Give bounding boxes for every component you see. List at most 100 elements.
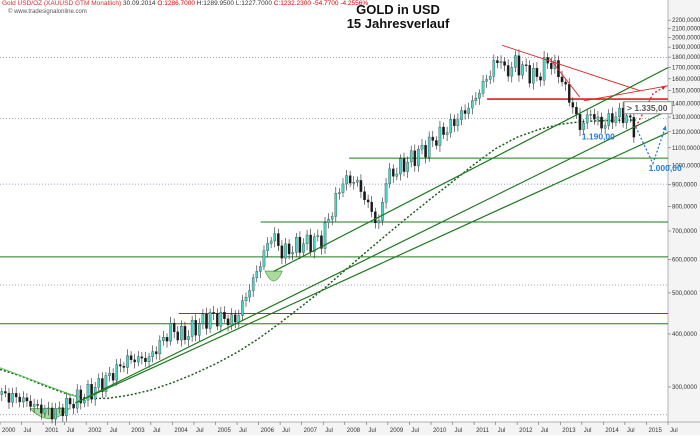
candle-body	[370, 201, 373, 212]
candle-body	[25, 397, 29, 402]
candle-body	[603, 125, 607, 129]
candle-body	[205, 313, 208, 329]
trendline	[75, 109, 669, 404]
x-tick-label: Jul	[325, 428, 333, 434]
candle-body	[248, 290, 251, 298]
y-tick-label: 1900,0000	[672, 45, 700, 51]
candle-body	[18, 396, 22, 403]
candle-body	[496, 60, 499, 64]
y-tick-label: 1500,0000	[672, 89, 700, 95]
candle-body	[190, 320, 194, 337]
high-value: H:1289.9500	[196, 0, 234, 7]
symbol-label: Gold USD/OZ (XAUUSD GTM Monatlich)	[2, 0, 122, 7]
candle-body	[280, 245, 284, 259]
candle-body	[302, 243, 305, 253]
candle-body	[539, 76, 542, 81]
y-tick-label: 1200,0000	[672, 130, 700, 136]
candle-body	[54, 408, 57, 420]
candle-body	[147, 356, 151, 362]
y-tick-label: 800,0000	[672, 204, 698, 210]
y-tick-label: 2000,0000	[672, 36, 700, 42]
x-tick-label: Jul	[541, 428, 549, 434]
x-tick-label: 2005	[217, 428, 231, 434]
x-tick-label: Jul	[455, 428, 463, 434]
candle-body	[312, 236, 316, 253]
x-tick-label: Jul	[24, 428, 32, 434]
close-value: C:1232.2300	[273, 0, 312, 7]
candle-body	[144, 358, 147, 362]
candle-body	[11, 393, 14, 403]
candle-body	[550, 63, 553, 69]
x-tick-label: 2004	[174, 428, 188, 434]
candle-body	[0, 391, 4, 395]
y-tick-label: 1600,0000	[672, 77, 700, 83]
candle-body	[460, 110, 463, 120]
candle-body	[291, 252, 294, 255]
candle-body	[255, 271, 259, 278]
candle-body	[600, 116, 603, 129]
candle-body	[521, 64, 524, 76]
x-tick-label: 2003	[131, 428, 145, 434]
candle-body	[7, 392, 11, 403]
candle-body	[108, 373, 111, 376]
x-tick-label: Jul	[153, 428, 161, 434]
x-tick-label: Jul	[670, 428, 678, 434]
candle-body	[395, 173, 399, 177]
chart-header: Gold USD/OZ (XAUUSD GTM Monatlich) 30.09…	[2, 0, 368, 7]
candle-body	[614, 116, 618, 123]
candle-body	[277, 233, 280, 246]
candle-body	[506, 65, 510, 77]
candle-body	[528, 65, 531, 84]
candle-body	[571, 102, 575, 108]
candle-body	[582, 122, 585, 130]
candle-body	[363, 191, 366, 201]
candle-body	[14, 393, 18, 398]
x-tick-label: Jul	[67, 428, 75, 434]
candle-body	[510, 67, 514, 77]
candle-body	[241, 300, 244, 316]
x-tick-label: 2014	[605, 428, 619, 434]
candle-body	[126, 355, 129, 368]
candle-body	[481, 81, 485, 94]
candle-body	[298, 237, 302, 253]
candle-body	[172, 322, 176, 333]
x-tick-label: 2012	[519, 428, 533, 434]
chart-title-block: GOLD in USD 15 Jahresverlauf	[318, 3, 478, 31]
y-tick-label: 500,0000	[672, 291, 698, 297]
candle-body	[305, 234, 309, 244]
candle-body	[251, 277, 255, 291]
x-tick-label: Jul	[411, 428, 419, 434]
candle-body	[427, 136, 431, 158]
candle-body	[61, 407, 65, 417]
candle-body	[201, 313, 205, 324]
watermark: © www.tradesignalonline.com	[8, 9, 87, 15]
candle-body	[420, 145, 424, 150]
x-tick-label: 2010	[433, 428, 447, 434]
candle-body	[36, 404, 39, 406]
chart-title: GOLD in USD	[356, 2, 440, 17]
candle-body	[621, 107, 625, 124]
y-tick-label: 2200,0000	[672, 18, 700, 24]
y-tick-label: 2100,0000	[672, 27, 700, 33]
x-tick-label: Jul	[282, 428, 290, 434]
candle-body	[323, 222, 327, 249]
candle-body	[478, 93, 481, 99]
trendline	[0, 367, 76, 397]
x-axis-panel	[0, 422, 700, 435]
candle-body	[208, 312, 212, 329]
projection-path	[635, 85, 667, 128]
x-tick-label: 2008	[347, 428, 361, 434]
candle-body	[471, 100, 474, 109]
candle-body	[273, 233, 277, 242]
candle-body	[216, 313, 219, 327]
candle-body	[567, 84, 571, 103]
candle-body	[348, 175, 352, 184]
candle-body	[244, 297, 248, 301]
x-tick-label: 2002	[88, 428, 102, 434]
candle-body	[212, 312, 215, 314]
candle-body	[374, 211, 377, 224]
candle-body	[316, 235, 320, 237]
x-tick-label: Jul	[498, 428, 506, 434]
annotation-label: > 1.335,00	[627, 103, 668, 113]
